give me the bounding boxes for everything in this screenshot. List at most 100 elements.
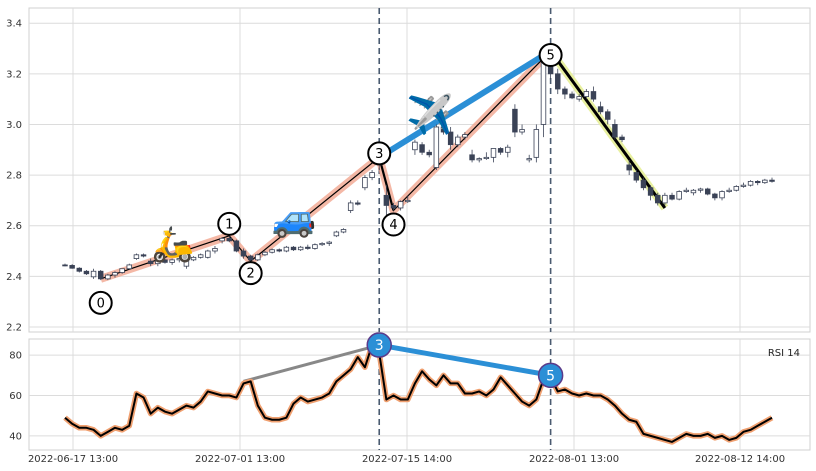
candle-body-down bbox=[233, 240, 240, 252]
rsi-point-label: 5 bbox=[537, 362, 564, 389]
price-y-tick-label: 2.4 bbox=[6, 272, 22, 283]
wave-point-text: 0 bbox=[97, 296, 105, 311]
rsi-y-axis: 40 60 80 bbox=[9, 351, 22, 443]
candle-body-down bbox=[440, 126, 447, 133]
candle-body-up bbox=[405, 199, 411, 203]
rsi-y-tick-label: 60 bbox=[9, 391, 22, 402]
candle-body-up bbox=[369, 172, 375, 178]
emoji-marker: 🛵 bbox=[152, 224, 194, 264]
wave-zigzag bbox=[100, 50, 552, 280]
candle-body-down bbox=[390, 205, 397, 209]
candle-body-up bbox=[540, 60, 547, 125]
candle-body-down bbox=[419, 144, 425, 153]
candle-body-down bbox=[383, 194, 390, 206]
wave-point-text: 5 bbox=[546, 49, 554, 64]
wave-point-label: 4 bbox=[381, 212, 406, 237]
candle-body-up bbox=[583, 91, 590, 97]
wave-point-text: 4 bbox=[389, 218, 397, 233]
candle-body-up bbox=[483, 156, 490, 160]
rsi-point-circle bbox=[366, 332, 392, 358]
candle-body-up bbox=[762, 179, 768, 184]
rsi-point-text: 5 bbox=[546, 368, 555, 384]
candle-body-down bbox=[447, 131, 454, 146]
candle-body-down bbox=[633, 172, 640, 181]
price-y-tick-label: 2.6 bbox=[6, 221, 22, 232]
candle-body-up bbox=[333, 231, 340, 237]
candle-body-down bbox=[612, 124, 618, 138]
x-tick-label: 2022-06-17 13:00 bbox=[28, 454, 118, 465]
candle-body-down bbox=[705, 188, 711, 195]
wave-point-labels: 0 1 2 3 4 5 bbox=[88, 43, 563, 315]
price-y-tick-label: 3.4 bbox=[6, 19, 22, 30]
candle-body-up bbox=[340, 229, 347, 233]
wave-point-circle bbox=[381, 212, 406, 237]
x-tick-label: 2022-08-01 13:00 bbox=[529, 454, 619, 465]
candle-body-down bbox=[469, 154, 475, 161]
rsi-y-tick-label: 80 bbox=[9, 351, 22, 362]
candle-body-up bbox=[576, 96, 582, 100]
candle-body-down bbox=[290, 246, 297, 251]
rsi-plot-area bbox=[28, 338, 811, 451]
candle-body-up bbox=[312, 244, 318, 249]
candle-body-up bbox=[505, 146, 511, 153]
candle-body-up bbox=[719, 191, 725, 199]
candle-body-up bbox=[455, 136, 461, 146]
price-y-tick-label: 2.2 bbox=[6, 322, 22, 333]
wave-point-label: 5 bbox=[538, 43, 563, 68]
candle-body-up bbox=[526, 158, 532, 161]
candle-body-up bbox=[533, 129, 540, 158]
candle-body-up bbox=[105, 274, 111, 280]
candle-body-up bbox=[112, 272, 118, 276]
candle-body-up bbox=[412, 141, 418, 151]
candle-body-down bbox=[619, 136, 625, 141]
candle-body-down bbox=[355, 202, 361, 205]
rsi-line bbox=[64, 344, 773, 443]
candle-body-up bbox=[326, 241, 332, 244]
candle-body-up bbox=[155, 259, 161, 265]
candle-body-up bbox=[205, 250, 211, 258]
candle-body-up bbox=[747, 180, 754, 186]
candle-body-down bbox=[640, 179, 647, 189]
price-y-axis: 2.2 2.4 2.6 2.8 3.0 3.2 3.4 bbox=[6, 19, 22, 334]
candle-body-up bbox=[519, 129, 525, 133]
candle-body-up bbox=[119, 268, 125, 273]
candle-body-down bbox=[512, 108, 518, 133]
candle-body-up bbox=[169, 259, 175, 263]
candle-body-up bbox=[262, 251, 268, 256]
candle-body-down bbox=[555, 73, 561, 90]
candle-body-up bbox=[676, 191, 682, 200]
price-grid bbox=[29, 8, 810, 332]
rsi-point-text: 3 bbox=[375, 338, 384, 354]
candle-body-up bbox=[176, 258, 182, 261]
wave-point-label: 3 bbox=[367, 141, 392, 166]
candle-body-down bbox=[62, 264, 68, 267]
rsi-grey-divergence-line bbox=[243, 343, 380, 383]
x-axis: 2022-06-17 13:00 2022-07-01 13:00 2022-07-… bbox=[28, 454, 785, 465]
wave-point-label: 2 bbox=[238, 261, 263, 286]
candle-body-up bbox=[690, 189, 697, 194]
candle-body-down bbox=[226, 237, 232, 242]
candle-body-down bbox=[669, 194, 675, 200]
candle-body-up bbox=[726, 189, 732, 192]
wave-3-4-black-line bbox=[378, 157, 395, 211]
wave-point-circle bbox=[238, 261, 263, 286]
candle-body-down bbox=[655, 194, 661, 204]
candle-body-up bbox=[297, 246, 304, 251]
price-y-tick-label: 3.0 bbox=[6, 120, 22, 131]
candle-body-down bbox=[247, 255, 254, 261]
candle-body-down bbox=[497, 148, 504, 153]
candle-body-down bbox=[240, 250, 247, 257]
candlesticks bbox=[62, 48, 775, 281]
wave-point-text: 1 bbox=[225, 217, 233, 232]
candle-body-up bbox=[190, 256, 197, 261]
candle-body-up bbox=[733, 186, 740, 191]
price-y-tick-label: 2.8 bbox=[6, 171, 22, 182]
price-panel: 2.2 2.4 2.6 2.8 3.0 3.2 3.4 🛵 🚙 ✈️ 0 1 2 3 4 5 bbox=[6, 7, 811, 334]
candle-body-up bbox=[683, 189, 690, 192]
candle-body-up bbox=[740, 184, 747, 187]
x-tick-label: 2022-07-01 13:00 bbox=[195, 454, 285, 465]
wave-3-5-blue-line bbox=[377, 48, 553, 160]
emoji-marker: ✈️ bbox=[406, 91, 453, 136]
